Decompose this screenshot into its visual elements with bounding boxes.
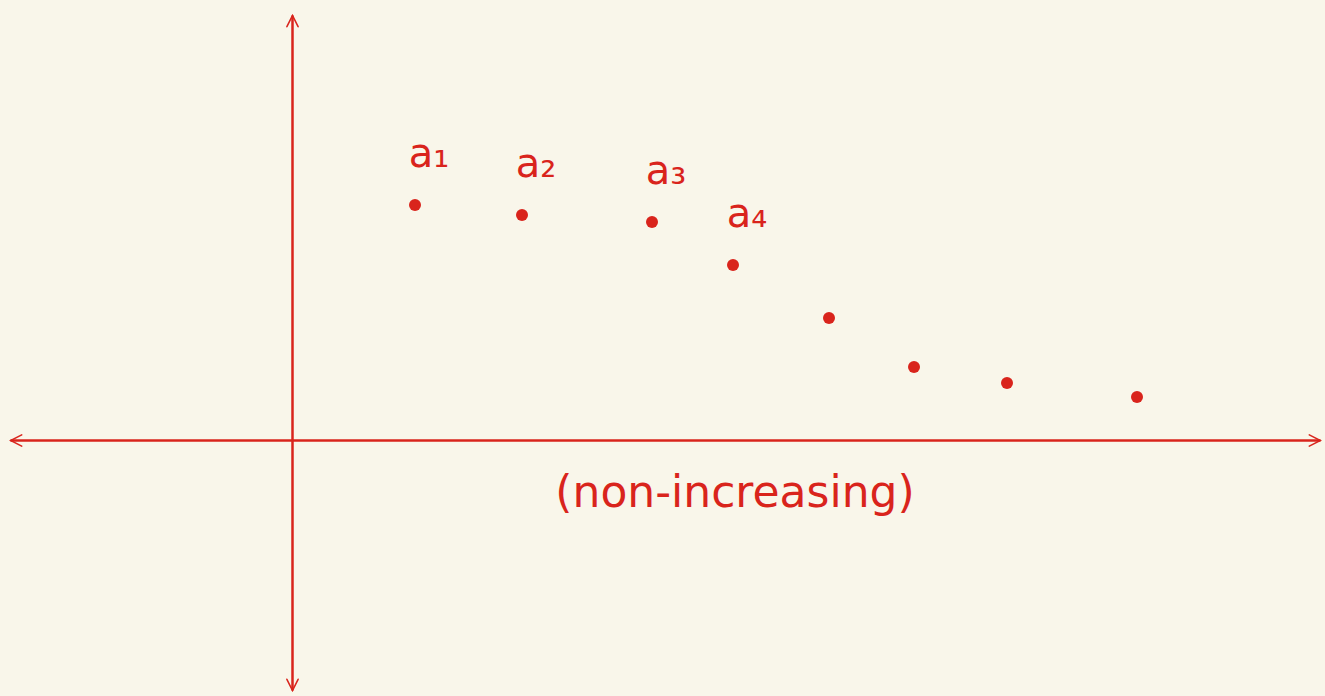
point	[646, 216, 658, 228]
point-label: a₂	[516, 140, 557, 186]
point	[823, 312, 835, 324]
point	[1131, 391, 1143, 403]
x-axis-line	[11, 439, 1321, 442]
y-axis	[292, 16, 293, 691]
points	[409, 199, 1143, 403]
point	[409, 199, 421, 211]
point	[516, 209, 528, 221]
point	[727, 259, 739, 271]
chart: a₁ a₂ a₃ a₄ (non-increasing)	[0, 0, 1325, 696]
annotation: (non-increasing)	[555, 466, 914, 517]
point-label: a₃	[646, 147, 687, 193]
y-axis-line	[291, 16, 294, 691]
point-label: a₁	[409, 130, 450, 176]
point	[1001, 377, 1013, 389]
point-labels: a₁ a₂ a₃ a₄	[409, 130, 768, 236]
annotations: (non-increasing)	[555, 466, 914, 517]
point-label: a₄	[727, 190, 768, 236]
point	[908, 361, 920, 373]
x-axis	[11, 440, 1321, 441]
